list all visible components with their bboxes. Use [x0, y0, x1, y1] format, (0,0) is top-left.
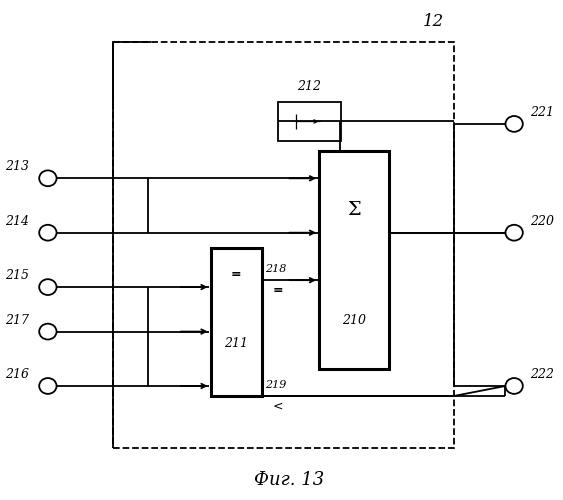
Text: 222: 222	[530, 368, 555, 381]
Text: 211: 211	[224, 338, 248, 350]
Bar	[113, 42, 454, 448]
Text: 210: 210	[342, 314, 366, 328]
Text: 216: 216	[5, 368, 29, 381]
Text: 219: 219	[265, 380, 286, 390]
Text: 12: 12	[422, 13, 444, 30]
Text: Фиг. 13: Фиг. 13	[254, 471, 324, 489]
Text: 220: 220	[530, 215, 555, 228]
Bar	[211, 248, 262, 396]
Text: <: <	[273, 399, 283, 412]
Text: 212: 212	[297, 80, 321, 93]
Text: =: =	[273, 284, 284, 296]
Text: 217: 217	[5, 314, 29, 326]
Text: =: =	[231, 268, 242, 280]
Text: 213: 213	[5, 160, 29, 173]
Bar	[319, 151, 390, 368]
Text: 221: 221	[530, 106, 555, 119]
Text: Σ: Σ	[347, 201, 361, 219]
Text: 218: 218	[265, 264, 286, 274]
Text: 215: 215	[5, 269, 29, 282]
Text: 214: 214	[5, 215, 29, 228]
Bar	[278, 102, 341, 141]
